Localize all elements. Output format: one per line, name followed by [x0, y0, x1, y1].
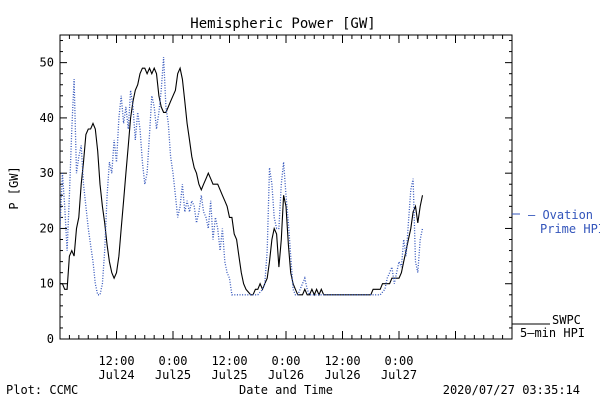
y-tick-label: 0	[47, 332, 54, 346]
x-tick-time-label: 12:00	[324, 354, 360, 368]
series-layer	[60, 57, 424, 297]
footer-source: Plot: CCMC	[6, 383, 78, 397]
x-tick-date-label: Jul26	[268, 368, 304, 382]
x-tick-time-label: 12:00	[98, 354, 134, 368]
y-axis: 0 10 20 30 40 50	[40, 40, 512, 346]
y-tick-label: 20	[40, 221, 54, 235]
chart-title: Hemispheric Power [GW]	[190, 16, 375, 32]
x-tick-date-label: Jul26	[324, 368, 360, 382]
x-tick-time-label: 0:00	[272, 354, 301, 368]
x-tick-date-label: Jul25	[155, 368, 191, 382]
legend-ovation-line2: Prime HPI	[540, 222, 600, 236]
series-ovation-line	[60, 57, 424, 296]
x-axis-label: Date and Time	[239, 383, 333, 397]
x-tick-time-label: 0:00	[385, 354, 414, 368]
x-tick-date-label: Jul27	[381, 368, 417, 382]
plot-frame	[59, 34, 513, 340]
x-tick-date-label: Jul24	[98, 368, 134, 382]
y-tick-label: 10	[40, 277, 54, 291]
x-axis: 12:00Jul240:00Jul2512:00Jul250:00Jul2612…	[68, 35, 504, 382]
x-tick-time-label: 12:00	[211, 354, 247, 368]
x-tick-date-label: Jul25	[211, 368, 247, 382]
y-tick-label: 40	[40, 111, 54, 125]
x-tick-time-label: 0:00	[159, 354, 188, 368]
legend-swpc-line2: 5–min HPI	[520, 326, 585, 340]
series-swpc-line	[60, 66, 424, 297]
legend-swpc-line1: SWPC	[552, 313, 581, 327]
footer-timestamp: 2020/07/27 03:35:14	[443, 383, 580, 397]
legend-ovation-line1: – Ovation	[528, 208, 593, 222]
y-tick-label: 50	[40, 56, 54, 70]
y-axis-label: P [GW]	[7, 166, 21, 209]
y-tick-label: 30	[40, 166, 54, 180]
